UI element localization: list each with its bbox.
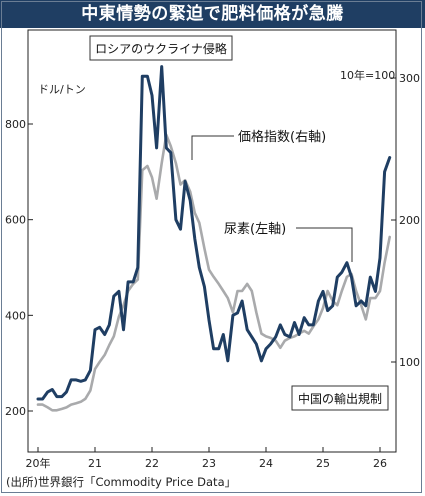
x-tick-label: 23 [202,457,216,470]
annotation-price-index: 価格指数(右軸) [238,129,326,145]
left-tick-label: 400 [5,309,26,322]
right-axis-unit: 10年=100 [340,68,395,82]
chart-title: 中東情勢の緊迫で肥料価格が急騰 [0,0,425,28]
leader-line-price-index [191,135,234,160]
series-line-urea [36,65,392,401]
x-axis-ticks: 20年 21 22 23 24 25 26 [26,447,387,470]
x-tick-label: 25 [316,457,330,470]
annotation-urea: 尿素(左軸) [224,222,286,237]
annotation-russia-invasion: ロシアのウクライナ侵略 [95,41,227,56]
plot-frame [27,29,397,453]
left-tick-label: 200 [5,405,26,418]
right-tick-label: 300 [399,72,420,85]
left-axis-unit: ドル/トン [38,83,86,96]
annotation-box-china [291,385,389,411]
x-tick-label: 21 [88,457,102,470]
right-tick-label: 100 [399,356,420,369]
left-axis-ticks: 200 400 600 800 [5,118,33,418]
left-tick-label: 600 [5,214,26,227]
annotation-china-export: 中国の輸出規制 [298,391,382,406]
x-tick-label: 20年 [26,456,51,470]
x-tick-label: 22 [145,457,159,470]
leader-line-urea [296,227,353,262]
left-tick-label: 800 [5,118,26,131]
series-layer [36,65,392,412]
x-tick-label: 26 [373,457,387,470]
x-tick-label: 24 [259,457,273,470]
right-tick-label: 200 [399,214,420,227]
annotation-box-russia [89,35,233,61]
right-axis-ticks: 100 200 300 [391,72,420,369]
source-note: (出所)世界銀行「Commodity Price Data」 [6,475,237,489]
series-line-price-index [36,133,392,412]
